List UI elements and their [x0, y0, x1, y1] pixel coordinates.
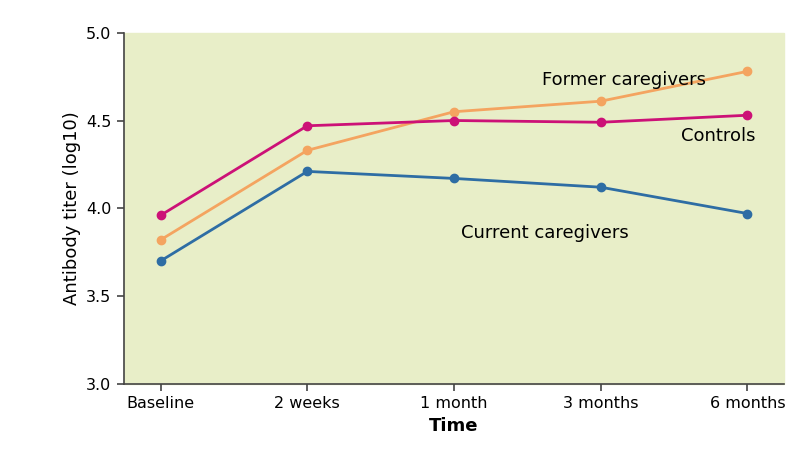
Text: Former caregivers: Former caregivers — [542, 71, 706, 89]
Text: Current caregivers: Current caregivers — [462, 224, 629, 242]
Y-axis label: Antibody titer (log10): Antibody titer (log10) — [62, 111, 81, 305]
X-axis label: Time: Time — [430, 417, 478, 435]
Text: Controls: Controls — [682, 127, 756, 145]
